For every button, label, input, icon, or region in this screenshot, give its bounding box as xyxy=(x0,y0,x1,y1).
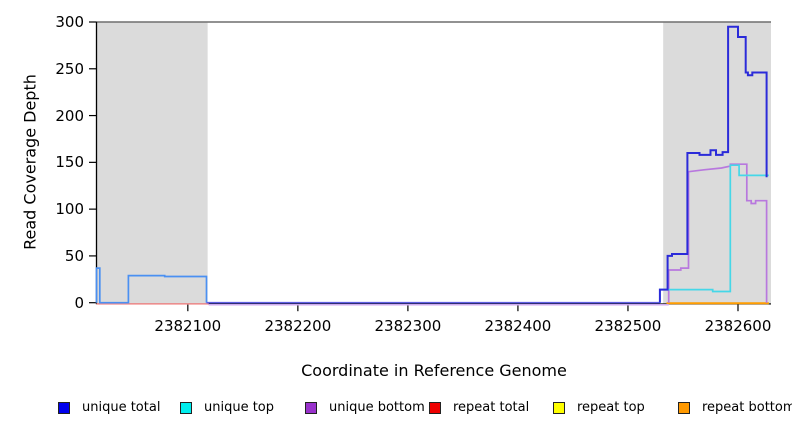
series-unique_top-line xyxy=(659,164,769,303)
x-tick-label: 2382100 xyxy=(154,317,222,335)
series-unique_total-line xyxy=(95,267,208,304)
y-tick-label: 300 xyxy=(55,13,84,31)
y-tick-label: 150 xyxy=(55,153,84,172)
y-tick-label: 50 xyxy=(64,246,84,265)
y-tick-label: 100 xyxy=(55,200,84,219)
shaded-region xyxy=(96,22,208,304)
x-tick-label: 2382200 xyxy=(264,317,332,335)
series-unique_total-line xyxy=(658,25,768,303)
x-tick-label: 2382500 xyxy=(594,317,662,335)
y-tick-label: 250 xyxy=(55,59,84,78)
x-tick-label: 2382300 xyxy=(374,317,442,335)
x-axis-title: Coordinate in Reference Genome xyxy=(301,361,567,380)
y-tick-label: 0 xyxy=(74,293,84,312)
y-tick-label: 200 xyxy=(55,106,84,125)
x-tick-label: 2382400 xyxy=(484,317,552,335)
x-tick-label: 2382600 xyxy=(704,317,772,335)
shaded-region xyxy=(663,22,771,304)
